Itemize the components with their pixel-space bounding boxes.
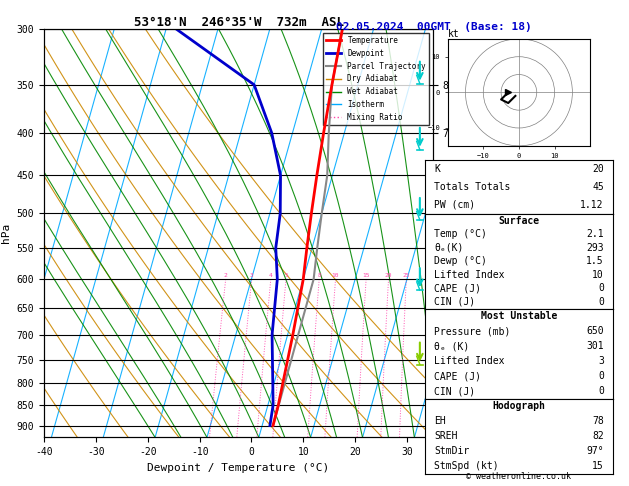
Text: θₑ (K): θₑ (K) (434, 341, 469, 351)
Text: CAPE (J): CAPE (J) (434, 283, 481, 294)
Text: Temp (°C): Temp (°C) (434, 229, 487, 239)
Legend: Temperature, Dewpoint, Parcel Trajectory, Dry Adiabat, Wet Adiabat, Isotherm, Mi: Temperature, Dewpoint, Parcel Trajectory… (323, 33, 429, 125)
Text: 8: 8 (317, 273, 321, 278)
Text: 2: 2 (224, 273, 228, 278)
Text: StmDir: StmDir (434, 446, 469, 456)
Text: LCL: LCL (441, 425, 456, 434)
Text: 20: 20 (592, 164, 604, 174)
Text: 78: 78 (592, 416, 604, 426)
Text: 0: 0 (598, 283, 604, 294)
Text: 1.5: 1.5 (586, 256, 604, 266)
Text: Lifted Index: Lifted Index (434, 270, 504, 280)
Text: 45: 45 (592, 182, 604, 192)
Text: CIN (J): CIN (J) (434, 297, 475, 307)
Text: 1.12: 1.12 (581, 200, 604, 210)
Title: 53°18'N  246°35'W  732m  ASL: 53°18'N 246°35'W 732m ASL (133, 16, 343, 29)
Y-axis label: hPa: hPa (1, 223, 11, 243)
Text: © weatheronline.co.uk: © weatheronline.co.uk (467, 472, 571, 481)
Text: 20: 20 (385, 273, 392, 278)
Text: 5: 5 (284, 273, 288, 278)
Text: Most Unstable: Most Unstable (481, 311, 557, 321)
Text: 650: 650 (586, 326, 604, 336)
Text: 02.05.2024  00GMT  (Base: 18): 02.05.2024 00GMT (Base: 18) (336, 22, 532, 32)
Text: Lifted Index: Lifted Index (434, 356, 504, 366)
Text: 3: 3 (598, 356, 604, 366)
Text: Hodograph: Hodograph (493, 401, 545, 411)
Text: 97°: 97° (586, 446, 604, 456)
Text: 301: 301 (586, 341, 604, 351)
Text: 10: 10 (331, 273, 339, 278)
Text: 4: 4 (269, 273, 272, 278)
Text: Totals Totals: Totals Totals (434, 182, 510, 192)
Text: kt: kt (448, 29, 459, 39)
Text: StmSpd (kt): StmSpd (kt) (434, 461, 499, 471)
Text: CIN (J): CIN (J) (434, 386, 475, 396)
Text: EH: EH (434, 416, 446, 426)
Text: 0: 0 (598, 371, 604, 381)
Text: 3: 3 (250, 273, 253, 278)
Text: K: K (434, 164, 440, 174)
Text: 25: 25 (403, 273, 410, 278)
Text: Pressure (mb): Pressure (mb) (434, 326, 510, 336)
Text: 82: 82 (592, 431, 604, 441)
Y-axis label: Mixing Ratio (g/kg): Mixing Ratio (g/kg) (459, 177, 469, 289)
Text: CAPE (J): CAPE (J) (434, 371, 481, 381)
Text: 10: 10 (592, 270, 604, 280)
Text: 2.1: 2.1 (586, 229, 604, 239)
Text: 293: 293 (586, 243, 604, 253)
Text: 15: 15 (592, 461, 604, 471)
Text: 0: 0 (598, 386, 604, 396)
Text: SREH: SREH (434, 431, 457, 441)
Text: θₑ(K): θₑ(K) (434, 243, 464, 253)
Text: 15: 15 (362, 273, 370, 278)
Text: 0: 0 (598, 297, 604, 307)
Text: Surface: Surface (498, 216, 540, 226)
Text: PW (cm): PW (cm) (434, 200, 475, 210)
X-axis label: Dewpoint / Temperature (°C): Dewpoint / Temperature (°C) (147, 463, 330, 473)
Text: Dewp (°C): Dewp (°C) (434, 256, 487, 266)
